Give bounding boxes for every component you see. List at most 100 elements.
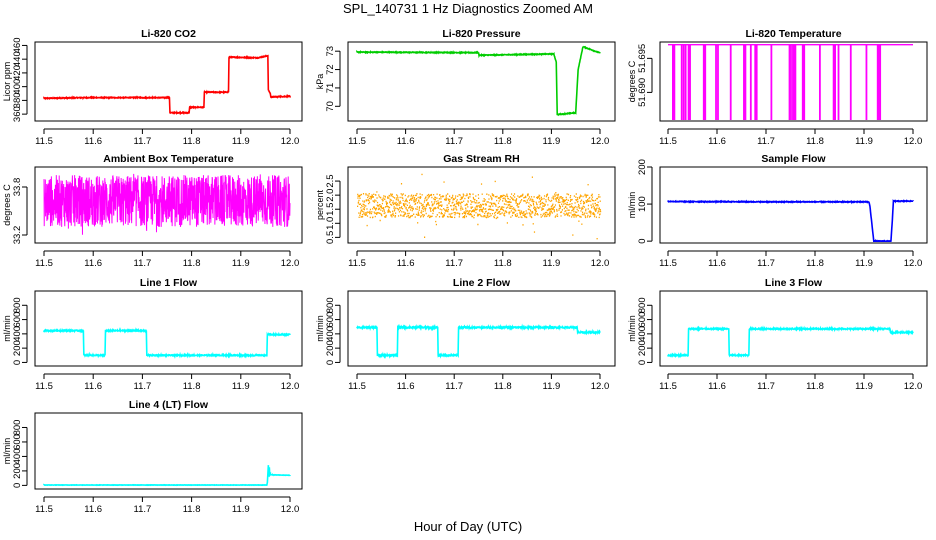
- plot-frame: [34, 290, 303, 367]
- y-tick-label: 360: [12, 106, 23, 122]
- panel-title: Li-820 Pressure: [442, 28, 520, 40]
- panel-title: Sample Flow: [761, 153, 826, 165]
- x-tick-label: 11.8: [806, 381, 824, 392]
- x-tick-label: 11.9: [232, 381, 250, 392]
- x-tick-label: 11.9: [232, 258, 250, 269]
- x-tick-label: 12.0: [904, 136, 923, 147]
- y-tick-label: 70: [325, 101, 336, 112]
- y-tick-label: 800: [12, 297, 23, 313]
- x-tick-label: 11.6: [84, 258, 102, 269]
- series-group: [667, 325, 914, 359]
- plot-frame: [34, 412, 303, 490]
- y-tick-label: 200: [12, 463, 23, 479]
- x-tick-label: 11.6: [708, 381, 726, 392]
- x-tick-label: 11.7: [445, 381, 463, 392]
- x-tick-label: 11.7: [134, 504, 152, 515]
- x-tick-label: 11.5: [35, 258, 53, 269]
- x-tick-label: 11.7: [757, 381, 775, 392]
- y-tick-label: 0: [637, 360, 648, 365]
- panel-title: Line 2 Flow: [453, 277, 511, 289]
- y-axis-label: ml/min: [627, 315, 637, 342]
- x-tick-label: 11.9: [855, 258, 873, 269]
- y-tick-label: 200: [637, 159, 648, 175]
- y-tick-label: 72: [325, 64, 336, 75]
- x-tick-label: 11.6: [84, 381, 102, 392]
- x-tick-label: 11.8: [183, 381, 201, 392]
- panel-9: Line 3 Flow 11.5 11.6 11.7 11.8 11.9 12.0 0 2004…: [627, 277, 928, 392]
- panel-1: Li-820 CO2 11.5 11.6 11.7 11.8 11.9 12.0 360380…: [2, 28, 303, 147]
- y-axis-label: percent: [315, 189, 325, 220]
- y-tick-label: 2.5: [325, 174, 336, 187]
- y-axis-label: kPa: [315, 74, 325, 90]
- figure-title: SPL_140731 1 Hz Diagnostics Zoomed AM: [343, 1, 593, 16]
- panel-2: Li-820 Pressure 11.5 11.6 11.7 11.8 11.9 12.0 7…: [315, 28, 616, 147]
- series-group: [356, 323, 601, 359]
- x-tick-label: 11.8: [494, 136, 512, 147]
- x-tick-label: 12.0: [281, 136, 300, 147]
- x-tick-label: 11.7: [134, 381, 152, 392]
- series-group: [43, 173, 291, 235]
- panel-6: Sample Flow 11.5 11.6 11.7 11.8 11.9 12.0 0 100 2…: [627, 153, 928, 269]
- y-tick-label: 200: [325, 340, 336, 356]
- x-tick-label: 11.8: [806, 258, 824, 269]
- x-tick-label: 11.6: [708, 136, 726, 147]
- y-tick-label: 600: [325, 312, 336, 328]
- series-group: [43, 327, 291, 359]
- x-tick-label: 12.0: [904, 381, 923, 392]
- series-line: [667, 199, 914, 242]
- y-axis-label: ml/min: [627, 192, 637, 219]
- y-tick-label: 400: [325, 326, 336, 342]
- x-tick-label: 12.0: [281, 258, 300, 269]
- y-tick-label: 200: [637, 340, 648, 356]
- series-line: [667, 325, 914, 359]
- plot-frame: [659, 290, 928, 367]
- y-tick-label: 0: [637, 238, 648, 243]
- y-tick-label: 400: [12, 326, 23, 342]
- x-tick-label: 11.5: [35, 381, 53, 392]
- series-line: [356, 323, 601, 359]
- x-tick-label: 11.9: [543, 136, 561, 147]
- x-tick-label: 11.6: [397, 136, 415, 147]
- y-tick-label: 460: [12, 38, 23, 54]
- series-group: [356, 45, 601, 117]
- panel-title: Line 1 Flow: [140, 277, 198, 289]
- panel-7: Line 1 Flow 11.5 11.6 11.7 11.8 11.9 12.0 0 2004…: [2, 277, 303, 392]
- x-tick-label: 11.5: [35, 136, 53, 147]
- panel-grid: Li-820 CO2 11.5 11.6 11.7 11.8 11.9 12.0 360380…: [2, 28, 928, 515]
- y-tick-label: 600: [12, 434, 23, 450]
- y-tick-label: 1.0: [325, 217, 336, 230]
- series-group: [43, 465, 291, 487]
- plot-frame: [659, 41, 928, 122]
- y-axis-label: ml/min: [315, 315, 325, 342]
- y-tick-label: 71: [325, 83, 336, 94]
- series-line: [43, 465, 291, 487]
- panel-title: Li-820 CO2: [141, 28, 196, 40]
- x-tick-label: 11.6: [84, 504, 102, 515]
- x-tick-label: 12.0: [904, 258, 923, 269]
- y-axis-label: Licor ppm: [2, 62, 12, 102]
- y-axis-label: ml/min: [2, 315, 12, 342]
- x-tick-label: 11.6: [397, 258, 415, 269]
- plot-frame: [659, 166, 928, 244]
- x-tick-label: 11.8: [183, 258, 201, 269]
- y-tick-label: 0: [12, 360, 23, 365]
- y-tick-label: 73: [325, 46, 336, 57]
- y-tick-label: 2.0: [325, 189, 336, 202]
- y-tick-label: 800: [637, 297, 648, 313]
- y-tick-label: 1.5: [325, 203, 336, 216]
- x-tick-label: 11.9: [855, 381, 873, 392]
- x-tick-label: 11.8: [806, 136, 824, 147]
- x-tick-label: 12.0: [591, 258, 610, 269]
- x-tick-label: 11.8: [183, 136, 201, 147]
- y-tick-label: 600: [12, 312, 23, 328]
- y-tick-label: 400: [12, 448, 23, 464]
- x-tick-label: 11.8: [494, 258, 512, 269]
- y-tick-label: 380: [12, 92, 23, 108]
- x-tick-label: 11.7: [134, 136, 152, 147]
- plot-frame: [34, 41, 303, 122]
- panel-5: Gas Stream RH 11.5 11.6 11.7 11.8 11.9 12.0 0.5…: [315, 153, 616, 269]
- y-tick-label: 400: [12, 79, 23, 95]
- x-tick-label: 11.9: [855, 136, 873, 147]
- y-axis-label: degrees C: [627, 60, 637, 102]
- x-tick-label: 11.5: [348, 136, 366, 147]
